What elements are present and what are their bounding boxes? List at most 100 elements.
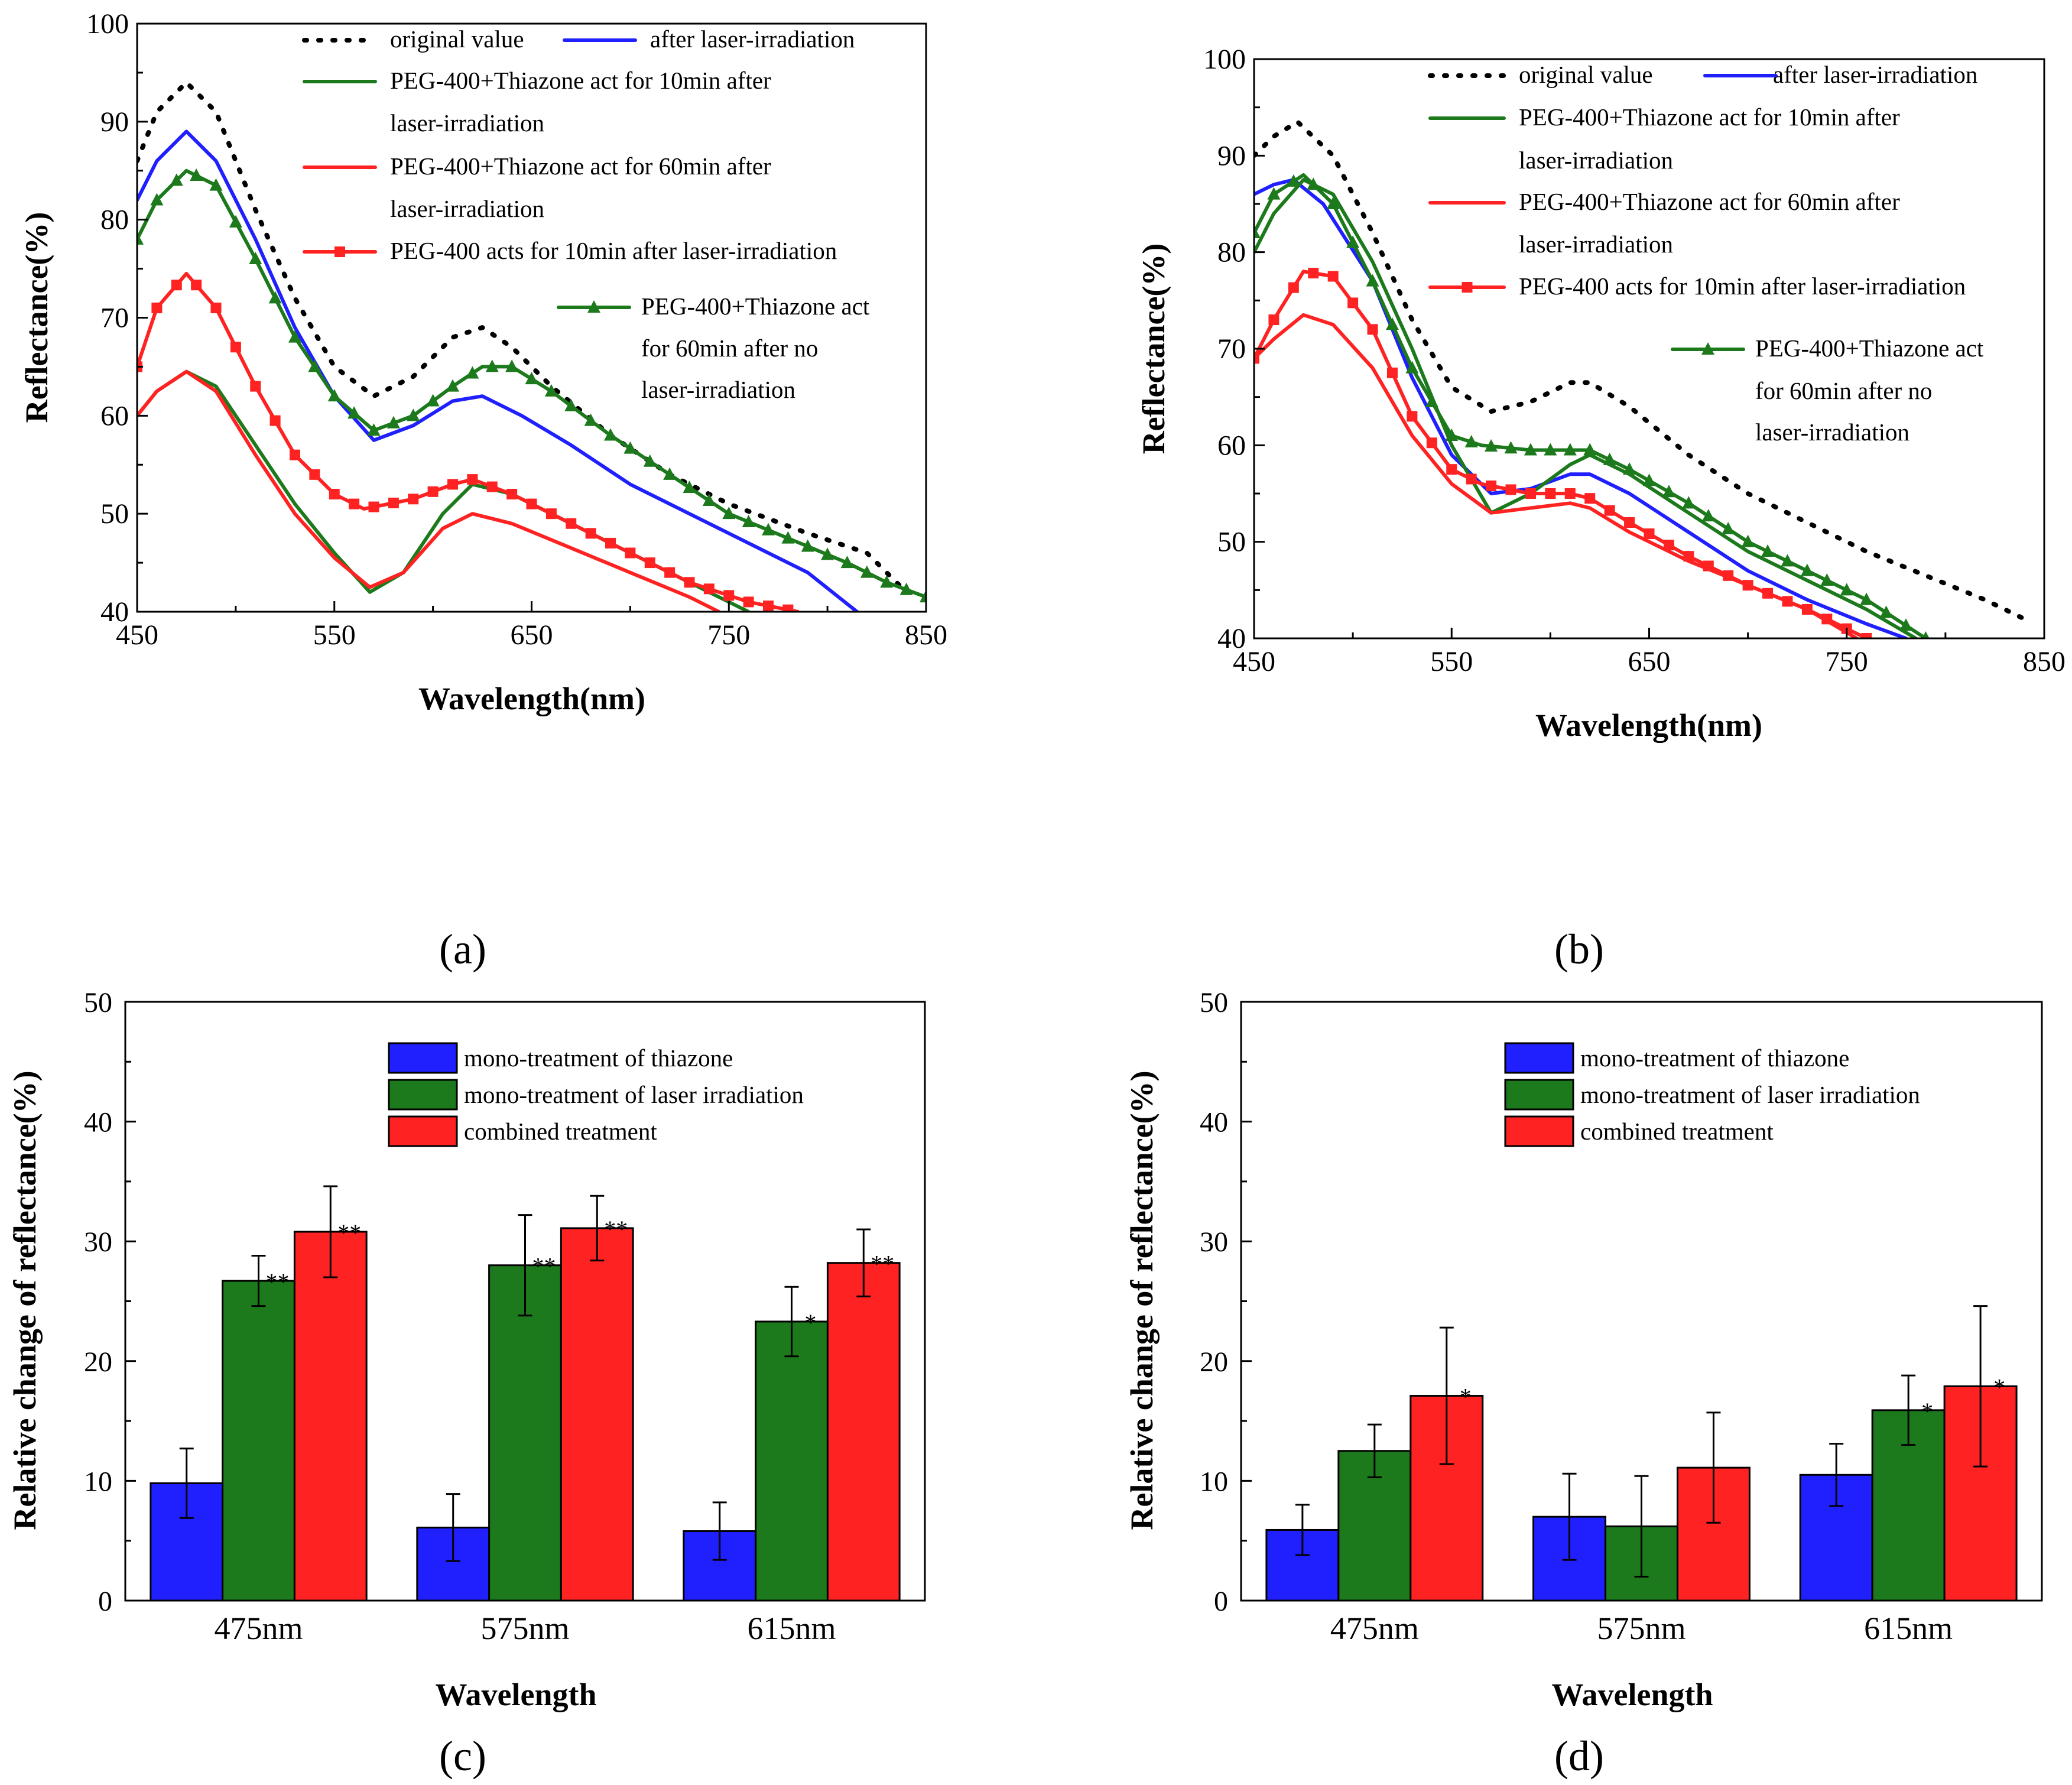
- square-marker: [427, 486, 439, 497]
- triangle-marker: [1583, 443, 1597, 456]
- triangle-marker: [801, 539, 814, 552]
- line-chart-b: Wavelength(nm) Reflectance(%) (b) 450 550…: [1136, 44, 2065, 973]
- x-category-label: 615nm: [1864, 1611, 1953, 1646]
- square-marker: [1466, 473, 1477, 485]
- triangle-marker: [1425, 394, 1438, 407]
- legend-label: laser-irradiation: [390, 195, 544, 222]
- square-marker: [1762, 588, 1774, 599]
- y-tick-label: 40: [100, 596, 129, 628]
- square-marker: [290, 449, 300, 460]
- legend-label: PEG-400+Thiazone act: [1755, 335, 1984, 362]
- triangle-marker: [1899, 618, 1913, 631]
- triangle-marker: [367, 423, 381, 436]
- significance-mark: *: [1921, 1398, 1933, 1424]
- triangle-marker: [505, 359, 519, 372]
- square-marker: [210, 302, 222, 313]
- square-marker: [334, 246, 345, 257]
- significance-mark: **: [604, 1216, 628, 1242]
- square-marker: [1782, 596, 1793, 607]
- plot-area: [1254, 119, 2027, 638]
- square-marker: [1347, 297, 1359, 309]
- panel-label-d: (d): [1554, 1732, 1604, 1780]
- square-marker: [408, 494, 419, 505]
- x-category-label: 615nm: [747, 1611, 836, 1646]
- legend-swatch: [388, 1115, 458, 1147]
- legend-label: PEG-400 acts for 10min after laser-irrad…: [390, 237, 837, 264]
- y-tick-label: 0: [1214, 1586, 1228, 1617]
- triangle-marker: [229, 215, 242, 228]
- triangle-marker: [485, 359, 499, 372]
- legend: mono-treatment of thiazone mono-treatment…: [1504, 1042, 1920, 1147]
- legend-label: for 60min after no: [1755, 377, 1932, 404]
- legend-label: laser-irradiation: [1755, 418, 1909, 446]
- series-line-3: [137, 369, 721, 612]
- x-tick-label: 650: [511, 619, 553, 651]
- triangle-marker: [1761, 544, 1775, 557]
- triangle-marker: [1722, 521, 1735, 534]
- legend-label: mono-treatment of thiazone: [1580, 1044, 1849, 1072]
- panel-label-b: (b): [1554, 926, 1604, 973]
- square-marker: [506, 489, 518, 499]
- triangle-marker: [604, 428, 617, 441]
- legend-label: after laser-irradiation: [1773, 61, 1977, 88]
- legend-label: mono-treatment of thiazone: [464, 1044, 733, 1072]
- series-line-4: [137, 271, 800, 612]
- x-tick-label: 750: [1826, 646, 1868, 677]
- triangle-marker: [880, 575, 894, 588]
- legend-label: PEG-400+Thiazone act for 10min after: [1519, 103, 1900, 131]
- square-marker: [664, 567, 675, 578]
- x-axis-label: Wavelength(nm): [1535, 707, 1762, 743]
- legend-label: laser-irradiation: [641, 376, 795, 403]
- legend-label: combined treatment: [464, 1118, 657, 1145]
- triangle-marker: [1860, 592, 1873, 605]
- significance-mark: **: [266, 1268, 290, 1295]
- triangle-marker: [426, 394, 440, 407]
- square-marker: [703, 583, 715, 595]
- y-tick-label: 90: [1217, 140, 1246, 171]
- x-category-label: 575nm: [1597, 1611, 1685, 1646]
- x-tick-label: 650: [1628, 646, 1671, 677]
- triangle-marker: [348, 406, 361, 419]
- legend-swatch: [1504, 1042, 1574, 1074]
- square-marker: [1564, 488, 1576, 499]
- triangle-marker: [762, 522, 775, 536]
- y-axis-label: Reflectance(%): [19, 212, 54, 423]
- bar: [293, 1231, 368, 1602]
- square-marker: [1801, 604, 1813, 615]
- square-marker: [1703, 560, 1714, 572]
- triangle-marker: [1287, 174, 1300, 187]
- square-marker: [684, 577, 695, 588]
- bar: [488, 1264, 562, 1602]
- x-tick-label: 450: [116, 619, 158, 651]
- panel-label-c: (c): [439, 1732, 486, 1780]
- triangle-marker: [584, 413, 597, 426]
- series-line-0: [137, 80, 909, 595]
- series-line-3: [1254, 313, 1859, 638]
- bar-chart-c: Wavelength Relative change of reflectanc…: [7, 987, 926, 1780]
- square-marker: [526, 498, 537, 509]
- y-tick-label: 40: [84, 1107, 112, 1138]
- triangle-marker: [1922, 631, 1930, 638]
- x-category-label: 475nm: [1330, 1611, 1419, 1646]
- y-tick-label: 30: [1200, 1226, 1228, 1258]
- y-tick-label: 10: [1200, 1466, 1228, 1497]
- series-line-1: [137, 129, 859, 612]
- legend-label: original value: [390, 25, 524, 53]
- triangle-marker: [1445, 429, 1459, 441]
- square-marker: [1327, 271, 1339, 282]
- triangle-marker: [327, 389, 341, 402]
- legend-label: laser-irradiation: [1519, 147, 1673, 174]
- bars: ***********: [150, 1185, 901, 1602]
- significance-mark: *: [805, 1309, 817, 1336]
- triangle-marker: [1662, 485, 1675, 498]
- square-marker: [368, 501, 379, 512]
- square-marker: [1861, 633, 1872, 638]
- bars: * * *: [1265, 1305, 2018, 1602]
- square-marker: [1288, 282, 1299, 293]
- x-tick-label: 850: [2023, 646, 2065, 677]
- legend: original value after laser-irradiation PEG…: [302, 25, 870, 403]
- square-marker: [1683, 551, 1694, 562]
- bar-chart-d: Wavelength Relative change of reflectanc…: [1124, 987, 2043, 1780]
- triangle-marker: [1307, 177, 1320, 190]
- y-tick-label: 0: [98, 1586, 112, 1617]
